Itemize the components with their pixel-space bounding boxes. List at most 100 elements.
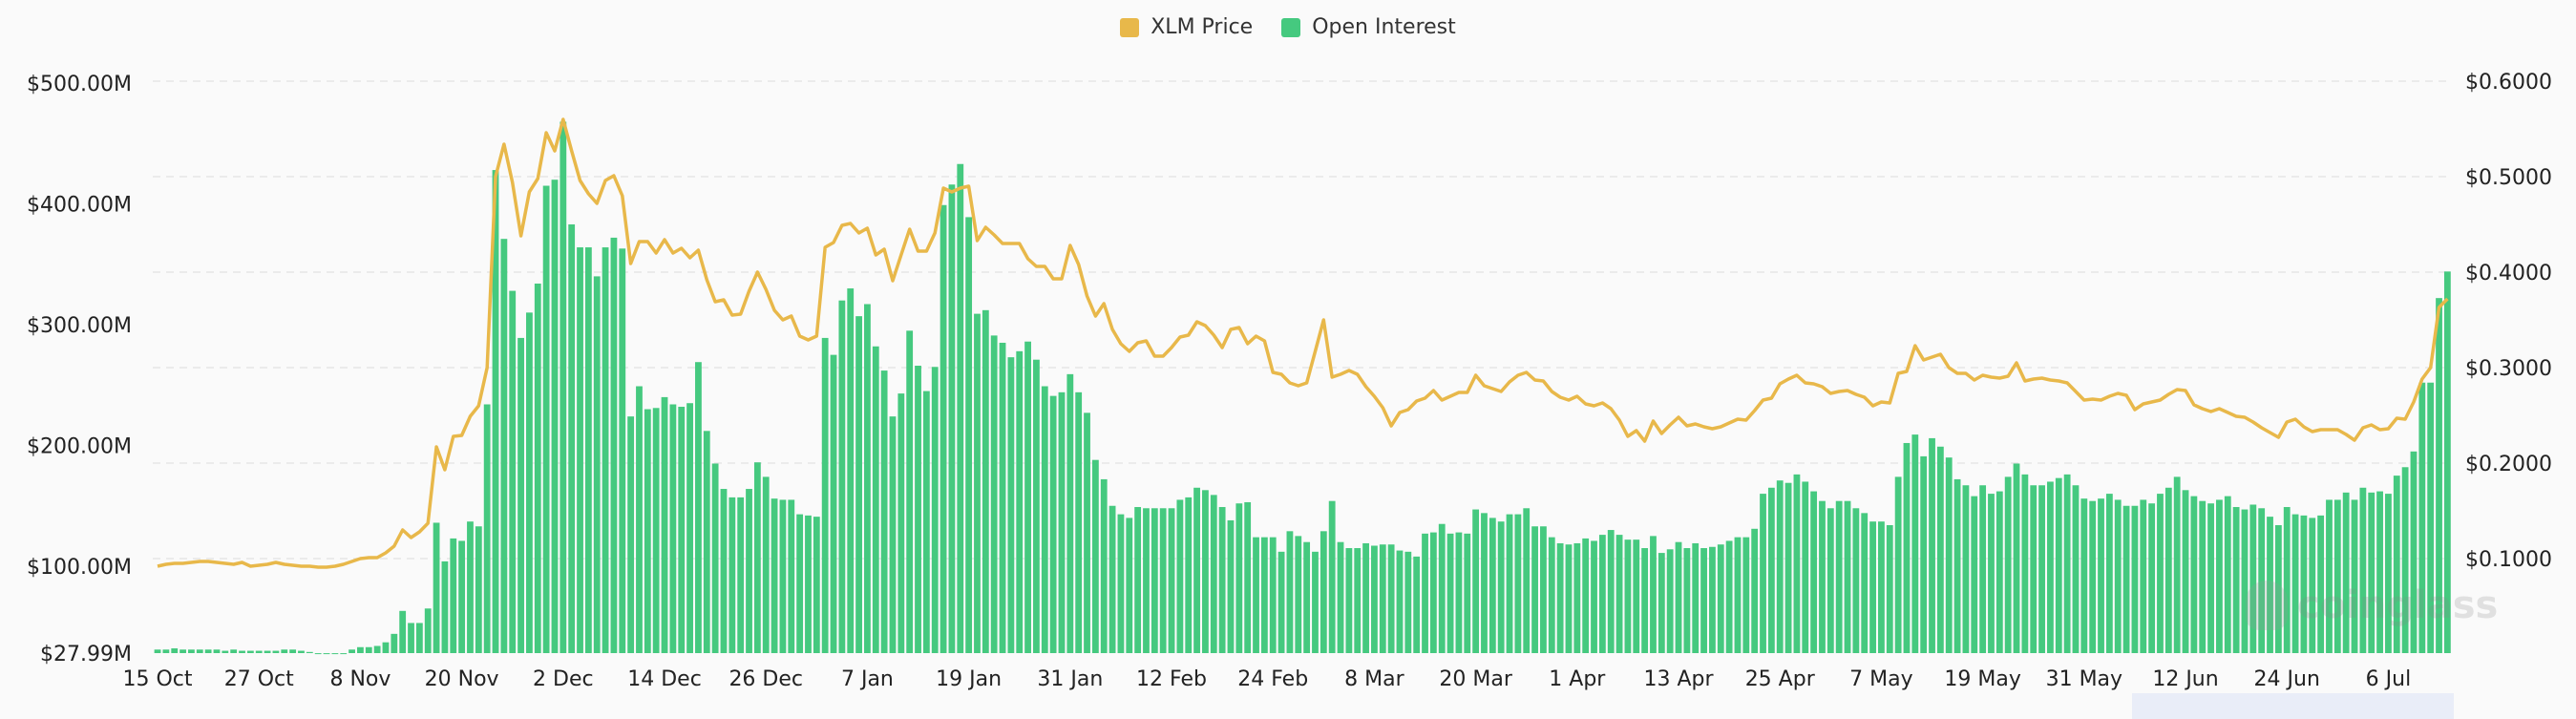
open-interest-bar <box>2436 298 2442 653</box>
open-interest-bar <box>1303 541 1311 653</box>
open-interest-bar <box>2418 382 2426 653</box>
legend-swatch-oi <box>1281 17 1301 37</box>
open-interest-bar <box>2241 509 2249 653</box>
open-interest-bar <box>779 499 787 653</box>
open-interest-bar <box>255 650 263 653</box>
open-interest-bar <box>2359 487 2367 653</box>
open-interest-bar <box>2283 507 2291 653</box>
left-axis-tick-label: $400.00M <box>27 194 132 218</box>
open-interest-bar <box>1506 514 1513 653</box>
open-interest-bar <box>1481 513 1488 653</box>
open-interest-bar <box>872 346 879 653</box>
open-interest-bar <box>788 499 795 653</box>
open-interest-bar <box>399 610 407 653</box>
legend-swatch-price <box>1120 17 1140 37</box>
open-interest-bar <box>627 416 635 653</box>
open-interest-bar <box>348 649 355 653</box>
open-interest-bar <box>762 476 770 653</box>
open-interest-bar <box>1540 526 1547 653</box>
open-interest-bar <box>179 649 186 653</box>
open-interest-bar <box>1725 540 1733 653</box>
open-interest-bar <box>204 649 212 653</box>
x-axis-tick-label: 19 May <box>1944 667 2020 691</box>
left-axis-tick-label: $200.00M <box>27 435 132 459</box>
open-interest-bar <box>1709 546 1716 653</box>
open-interest-bar <box>1598 535 1606 653</box>
open-interest-bar <box>1379 544 1386 653</box>
open-interest-bar <box>1624 539 1632 653</box>
open-interest-bar <box>1168 508 1175 653</box>
open-interest-bar <box>1235 503 1243 653</box>
x-axis-tick-label: 12 Jun <box>2152 667 2218 691</box>
open-interest-bar <box>2140 499 2147 653</box>
open-interest-bar <box>1354 548 1362 653</box>
open-interest-bar <box>1953 478 1961 653</box>
open-interest-bar <box>1514 514 1522 653</box>
open-interest-bar <box>2427 382 2435 653</box>
open-interest-bar <box>813 517 820 653</box>
open-interest-bar <box>1988 494 1995 653</box>
open-interest-bar <box>1666 549 1674 653</box>
open-interest-bar <box>492 170 499 653</box>
open-interest-bar <box>1041 386 1048 653</box>
open-interest-bar <box>1227 519 1235 653</box>
range-scroller[interactable] <box>2132 693 2454 719</box>
open-interest-bar <box>796 514 804 653</box>
open-interest-bar <box>534 283 541 653</box>
open-interest-bar <box>1244 501 1252 653</box>
open-interest-bar <box>1852 508 1860 653</box>
x-axis-tick-label: 26 Dec <box>728 667 803 691</box>
open-interest-bar <box>2072 485 2080 653</box>
open-interest-bar <box>171 648 179 653</box>
open-interest-bar <box>2393 476 2400 653</box>
x-axis-tick-label: 24 Feb <box>1237 667 1308 691</box>
open-interest-bar <box>2410 451 2418 653</box>
open-interest-bar <box>906 330 914 653</box>
open-interest-bar <box>500 239 508 653</box>
open-interest-bar <box>703 431 710 653</box>
open-interest-bar <box>2063 474 2071 653</box>
x-axis-tick-label: 25 Apr <box>1745 667 1816 691</box>
open-interest-bar <box>2300 515 2308 653</box>
legend-item-open-interest[interactable]: Open Interest <box>1281 15 1456 39</box>
legend-label-oi: Open Interest <box>1312 15 1456 39</box>
open-interest-bar <box>1109 505 1116 653</box>
x-axis-tick-label: 13 Apr <box>1644 667 1715 691</box>
open-interest-bar <box>222 650 229 653</box>
x-axis-tick-label: 1 Apr <box>1549 667 1606 691</box>
open-interest-bar <box>1497 521 1505 653</box>
open-interest-bar <box>1007 357 1015 653</box>
x-axis-tick-label: 20 Mar <box>1439 667 1512 691</box>
open-interest-bar <box>915 366 921 653</box>
open-interest-bar <box>1404 551 1412 653</box>
left-axis-tick-label: $500.00M <box>27 73 132 96</box>
open-interest-bar <box>1742 537 1750 653</box>
open-interest-bar <box>281 649 288 653</box>
open-interest-bar <box>1345 548 1353 653</box>
open-interest-bar <box>162 649 170 653</box>
open-interest-bar <box>2385 494 2392 653</box>
open-interest-bar <box>289 649 297 653</box>
open-interest-bar <box>2224 496 2231 653</box>
open-interest-bar <box>467 521 474 653</box>
open-interest-bar <box>2351 499 2358 653</box>
open-interest-bar <box>1971 496 1978 653</box>
open-interest-bar <box>720 489 728 653</box>
x-axis-tick-label: 31 Jan <box>1037 667 1103 691</box>
open-interest-bar <box>1295 536 1302 653</box>
open-interest-bar <box>1455 532 1463 653</box>
x-axis-tick-label: 24 Jun <box>2254 667 2320 691</box>
open-interest-bar <box>1979 485 1987 653</box>
open-interest-bar <box>805 515 812 653</box>
open-interest-bar <box>661 396 668 653</box>
open-interest-bar <box>922 391 930 653</box>
open-interest-bar <box>1784 482 1792 653</box>
coinglass-watermark: coinglass <box>2246 581 2498 630</box>
right-axis-tick-label: $0.2000 <box>2465 453 2552 476</box>
legend-item-xlm-price[interactable]: XLM Price <box>1120 15 1253 39</box>
open-interest-bar <box>1650 536 1657 653</box>
open-interest-bar <box>1422 533 1428 653</box>
left-axis-tick-label: $27.99M <box>40 643 132 666</box>
open-interest-bar <box>1615 535 1623 653</box>
open-interest-bar <box>458 540 466 653</box>
